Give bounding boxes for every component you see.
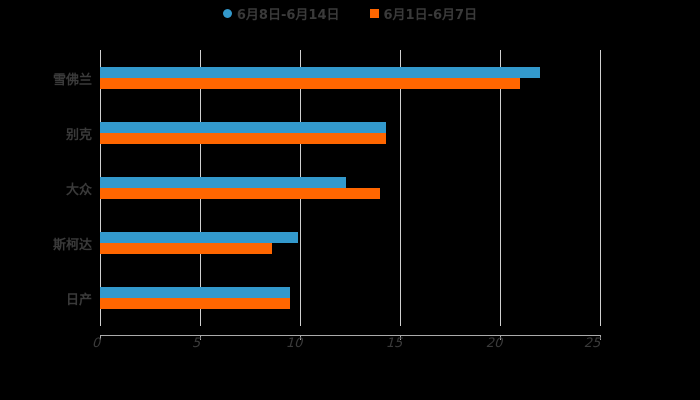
chart-legend: 6月8日-6月14日 6月1日-6月7日 [0,4,700,23]
bar-series-b[interactable] [100,298,290,309]
category-label: 日产 [65,293,92,308]
x-tick-label: 0 [90,336,104,351]
category-label: 大众 [65,183,92,198]
category-label: 斯柯达 [52,238,92,253]
gridline [400,50,401,326]
category-label: 雪佛兰 [52,73,92,88]
x-axis-tick [400,335,401,340]
x-axis-tick [200,335,201,340]
circle-marker-icon [222,8,232,18]
bar-series-b[interactable] [100,243,272,254]
bar-series-a[interactable] [100,287,290,298]
bar-series-b[interactable] [100,188,380,199]
x-tick-label: 5 [190,336,204,351]
x-tick-label: 10 [284,336,306,351]
bar-series-a[interactable] [100,177,346,188]
bar-series-a[interactable] [100,122,386,133]
gridline [600,50,601,326]
x-tick-label: 25 [582,336,604,351]
legend-label: 6月1日-6月7日 [383,7,478,23]
x-axis-line [100,335,600,336]
category-label: 别克 [65,128,92,143]
x-tick-label: 15 [384,336,406,351]
x-axis-tick [600,335,601,340]
legend-item-series-a[interactable]: 6月8日-6月14日 [222,4,340,23]
bar-series-a[interactable] [100,232,298,243]
bar-series-a[interactable] [100,67,540,78]
bar-series-b[interactable] [100,78,520,89]
legend-item-series-b[interactable]: 6月1日-6月7日 [369,4,478,23]
x-axis-tick [300,335,301,340]
square-marker-icon [369,8,379,18]
x-tick-label: 20 [484,336,506,351]
bar-series-b[interactable] [100,133,386,144]
x-axis-tick [500,335,501,340]
gridline [500,50,501,326]
x-axis-tick [100,335,101,340]
legend-label: 6月8日-6月14日 [236,7,340,23]
